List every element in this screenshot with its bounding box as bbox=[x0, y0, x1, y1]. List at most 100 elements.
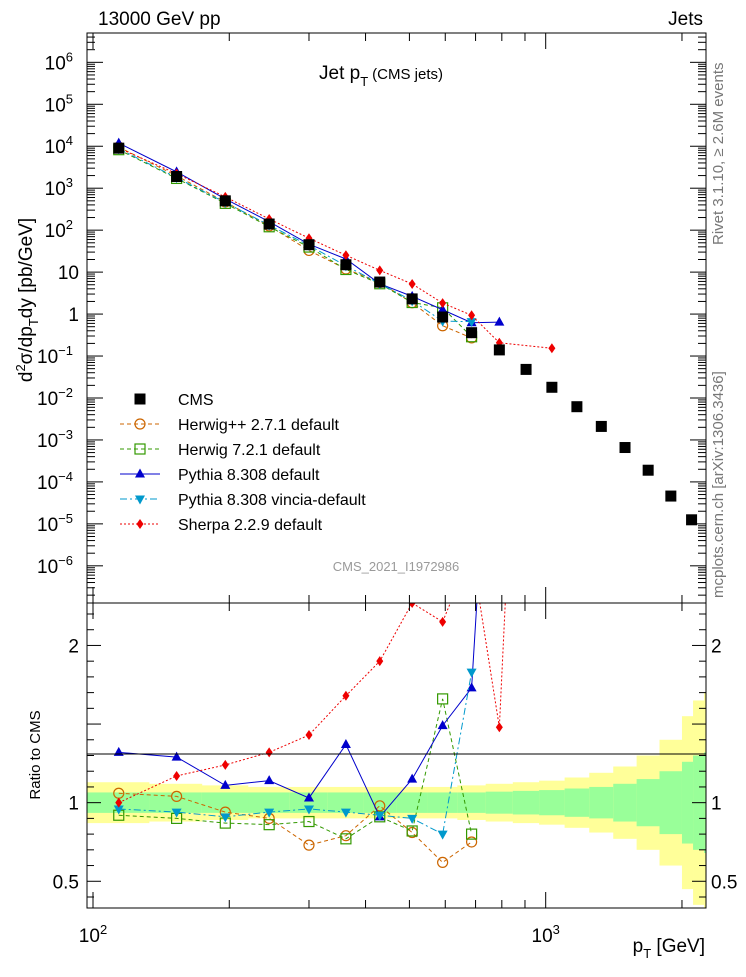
data-point bbox=[136, 519, 144, 529]
legend-label: Herwig++ 2.7.1 default bbox=[178, 417, 340, 434]
data-point bbox=[170, 790, 183, 802]
band-inner bbox=[363, 792, 397, 813]
main-series bbox=[113, 137, 698, 526]
data-point bbox=[342, 250, 350, 261]
ratio-y-axis-label: Ratio to CMS bbox=[27, 710, 44, 799]
series-line-ratio bbox=[118, 698, 473, 840]
ratio-series bbox=[113, 231, 506, 869]
data-point bbox=[264, 808, 275, 818]
band-inner bbox=[201, 792, 249, 813]
band-inner bbox=[485, 791, 514, 814]
plot-title: Jet pT (CMS jets) bbox=[319, 63, 443, 89]
data-point bbox=[171, 751, 182, 761]
y-tick-label: 102 bbox=[45, 217, 73, 242]
header-right: Jets bbox=[668, 9, 703, 30]
data-point bbox=[465, 828, 478, 840]
mcplots-label: mcplots.cern.ch [arXiv:1306.3436] bbox=[710, 371, 727, 598]
data-point bbox=[374, 811, 385, 821]
data-point bbox=[437, 693, 449, 705]
data-point bbox=[465, 836, 478, 848]
data-point bbox=[303, 805, 314, 815]
y-tick-label: 10−1 bbox=[37, 343, 73, 368]
series-line-ratio bbox=[118, 792, 472, 864]
legend-label: CMS bbox=[178, 392, 214, 409]
data-point bbox=[494, 231, 504, 240]
data-point bbox=[437, 304, 448, 314]
data-point bbox=[305, 730, 313, 741]
y-tick-label: 1 bbox=[68, 305, 79, 326]
band-inner bbox=[396, 792, 428, 813]
x-tick-label: 102 bbox=[79, 922, 107, 947]
y-tick-label: 10−5 bbox=[37, 511, 73, 536]
data-point bbox=[303, 239, 315, 251]
data-point bbox=[221, 759, 229, 770]
data-point bbox=[595, 420, 607, 432]
ratio-tick-label: 2 bbox=[68, 636, 79, 657]
data-point bbox=[134, 443, 146, 455]
data-point bbox=[686, 514, 698, 526]
data-point bbox=[437, 830, 448, 840]
data-point bbox=[493, 344, 505, 356]
band-inner bbox=[613, 783, 637, 822]
data-point bbox=[340, 738, 351, 748]
data-point bbox=[264, 775, 275, 785]
data-point bbox=[263, 218, 275, 230]
data-point bbox=[439, 616, 447, 627]
data-point bbox=[340, 259, 352, 271]
data-point bbox=[468, 310, 476, 321]
band-inner bbox=[289, 792, 329, 813]
band-inner bbox=[457, 792, 486, 813]
ratio-tick-label-right: 2 bbox=[711, 636, 722, 657]
data-point bbox=[407, 814, 418, 824]
series-line-main bbox=[118, 147, 552, 349]
legend: CMS Herwig++ 2.7.1 default Herwig 7.2.1 de… bbox=[120, 392, 366, 534]
data-point bbox=[113, 805, 124, 815]
data-point bbox=[406, 825, 418, 837]
tick-marks bbox=[87, 32, 706, 908]
data-point bbox=[135, 468, 145, 478]
data-point bbox=[495, 722, 503, 733]
series-lines bbox=[113, 137, 698, 869]
data-point bbox=[468, 546, 475, 556]
band-inner bbox=[248, 792, 291, 813]
data-point bbox=[376, 656, 384, 667]
band-inner bbox=[427, 792, 458, 813]
data-point bbox=[342, 690, 350, 701]
data-point bbox=[113, 142, 125, 154]
data-point bbox=[134, 393, 146, 405]
data-point bbox=[437, 311, 449, 323]
y-tick-label: 104 bbox=[45, 133, 73, 158]
y-tick-label: 10−2 bbox=[37, 385, 73, 410]
data-point bbox=[220, 813, 231, 823]
y-tick-label: 10−4 bbox=[37, 469, 73, 494]
ratio-panel-frame bbox=[86, 602, 707, 909]
data-point bbox=[665, 490, 677, 502]
band-inner bbox=[512, 790, 540, 815]
band-inner bbox=[564, 788, 590, 817]
data-point bbox=[374, 276, 386, 288]
data-point bbox=[303, 839, 315, 851]
watermark: CMS_2021_I1972986 bbox=[333, 559, 460, 574]
data-point bbox=[265, 747, 273, 758]
band-inner bbox=[327, 792, 364, 813]
band-inner bbox=[539, 790, 565, 816]
data-point bbox=[340, 833, 352, 845]
series-line-ratio bbox=[118, 603, 506, 804]
data-point bbox=[406, 293, 418, 305]
band-inner bbox=[659, 771, 683, 835]
x-tick-label: 103 bbox=[532, 922, 560, 947]
data-point bbox=[171, 808, 182, 818]
legend-label: Pythia 8.308 vincia-default bbox=[178, 492, 366, 509]
y-tick-label: 10−6 bbox=[37, 553, 73, 578]
band-inner bbox=[589, 786, 614, 819]
data-point bbox=[115, 797, 123, 808]
ratio-tick-label: 0.5 bbox=[53, 872, 79, 893]
y-axis-label: d2σ/dpTdy [pb/GeV] bbox=[13, 218, 41, 382]
data-point bbox=[220, 779, 231, 789]
data-point bbox=[408, 603, 416, 608]
data-point bbox=[520, 363, 532, 375]
data-point bbox=[571, 401, 583, 413]
data-point bbox=[303, 792, 314, 802]
y-tick-label: 106 bbox=[45, 49, 73, 74]
